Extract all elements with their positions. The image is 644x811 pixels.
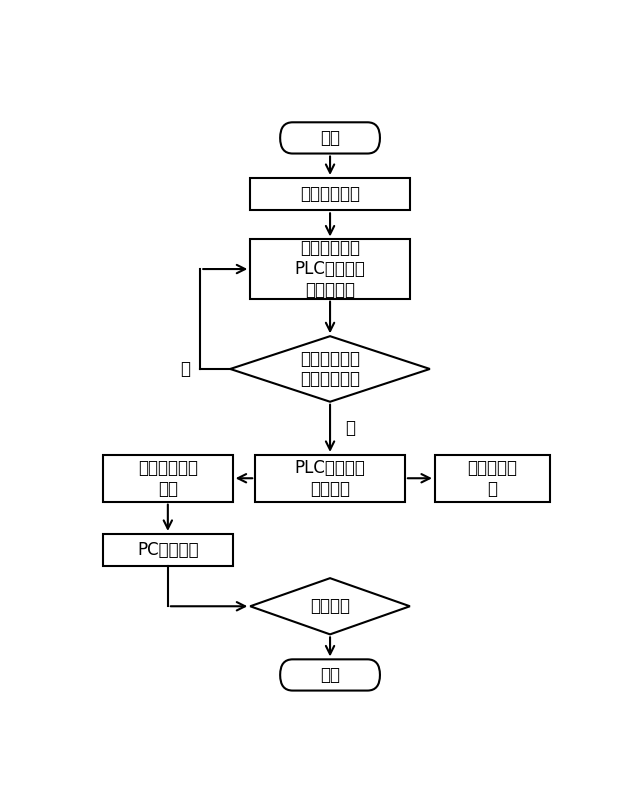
Polygon shape (231, 337, 430, 401)
Bar (103, 534, 232, 566)
Text: 相机获取一帧
图像: 相机获取一帧 图像 (138, 459, 198, 498)
Bar (103, 455, 232, 502)
Text: 旋瓶装置转
动: 旋瓶装置转 动 (468, 459, 517, 498)
Text: 设置相机参数: 设置相机参数 (300, 185, 360, 203)
Text: 结束: 结束 (320, 666, 340, 684)
Text: PLC发出两个
触发信号: PLC发出两个 触发信号 (294, 459, 366, 498)
Text: 开始: 开始 (320, 129, 340, 147)
Bar (250, 178, 410, 210)
Bar (255, 455, 405, 502)
Text: 被检测物是否
到达检测工位: 被检测物是否 到达检测工位 (300, 350, 360, 388)
Text: 否: 否 (180, 360, 191, 378)
FancyBboxPatch shape (280, 122, 380, 153)
Text: 是: 是 (345, 419, 355, 437)
Text: PC处理图像: PC处理图像 (137, 541, 198, 559)
FancyBboxPatch shape (280, 659, 380, 691)
Text: 大转盘转动，
PLC读取主电
机脉冲信号: 大转盘转动， PLC读取主电 机脉冲信号 (294, 239, 366, 298)
Bar (435, 455, 549, 502)
Text: 结果分析: 结果分析 (310, 597, 350, 616)
Polygon shape (250, 578, 410, 634)
Bar (250, 239, 410, 298)
